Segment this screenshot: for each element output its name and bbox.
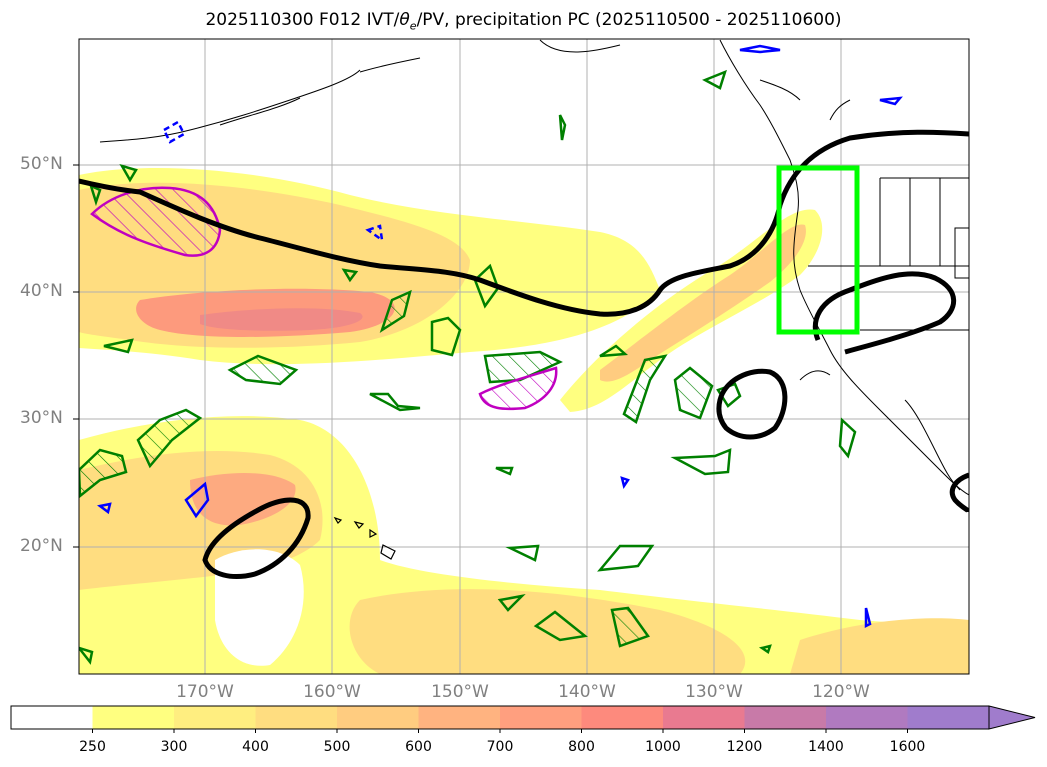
colorbar-label: 600 (405, 739, 432, 755)
colorbar-segment (744, 706, 827, 729)
lon-label-160w: 160°W (303, 682, 361, 702)
colorbar-segment (337, 706, 419, 729)
axis-ticks (73, 164, 79, 548)
colorbar-label: 1400 (808, 739, 844, 755)
hawaii-islands (333, 516, 396, 560)
ivt-band-southeast-low (790, 618, 969, 674)
target-region-box (776, 165, 860, 335)
lon-label-140w: 140°W (558, 682, 616, 702)
lon-label-150w: 150°W (431, 682, 489, 702)
colorbar-segment (826, 706, 908, 729)
colorbar-label: 1200 (726, 739, 763, 755)
precip-contours-green (79, 69, 857, 665)
ivt-plume-east-mid (600, 224, 806, 382)
colorbar-label: 700 (486, 739, 514, 755)
colorbar-label: 300 (160, 739, 188, 755)
lon-label-130w: 130°W (685, 682, 743, 702)
colorbar-label: 250 (79, 739, 106, 755)
colorbar-segment (663, 706, 745, 729)
lat-label-40: 40°N (20, 281, 63, 301)
pv-contours-magenta (90, 186, 558, 411)
colorbar-segment (418, 706, 501, 729)
colorbar-label: 500 (323, 739, 351, 755)
ivt-fill-layer (79, 167, 969, 674)
pv-contours-blue (97, 44, 903, 629)
colorbar-label: 800 (568, 739, 595, 755)
colorbar-segment (907, 706, 990, 729)
colorbar-label: 400 (242, 739, 269, 755)
colorbar-extend-arrow (988, 705, 1036, 730)
lat-label-30: 30°N (20, 408, 63, 428)
graticule (79, 39, 969, 674)
lat-label-50: 50°N (20, 154, 63, 174)
colorbar-segment (92, 706, 175, 729)
colorbar-segment (255, 706, 338, 729)
colorbar-label: 1000 (645, 739, 681, 755)
colorbar (10, 705, 1036, 733)
theta-e-contours (79, 129, 969, 579)
ivt-core-north (200, 308, 363, 331)
lon-label-120w: 120°W (812, 682, 870, 702)
lat-label-20: 20°N (20, 536, 63, 556)
colorbar-segment (11, 706, 93, 729)
colorbar-segment (500, 706, 582, 729)
coastlines (99, 39, 969, 496)
colorbar-segment (174, 706, 256, 729)
colorbar-label: 1600 (889, 739, 926, 755)
colorbar-segment (581, 706, 664, 729)
lon-label-170w: 170°W (176, 682, 234, 702)
map-title: 2025110300 F012 IVT/θe/PV, precipitation… (205, 10, 842, 33)
ivt-band-south-high (190, 473, 296, 526)
map-frame (78, 38, 970, 675)
